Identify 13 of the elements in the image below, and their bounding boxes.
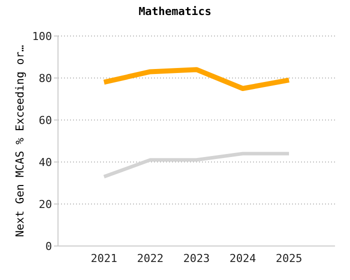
chart-title: Mathematics <box>138 5 212 18</box>
y-tick-label: 60 <box>38 114 52 127</box>
y-tick-label: 40 <box>38 156 52 169</box>
y-axis-title: Next Gen MCAS % Exceeding or… <box>14 44 26 238</box>
y-tick-label: 100 <box>32 30 52 43</box>
y-tick-label: 20 <box>38 198 52 211</box>
x-tick-label: 2022 <box>137 252 164 265</box>
x-tick-label: 2021 <box>90 252 118 265</box>
x-tick-label: 2024 <box>230 252 256 265</box>
y-tick-label: 80 <box>38 72 52 85</box>
x-tick-label: 2023 <box>183 252 210 265</box>
x-tick-label: 2025 <box>276 252 302 265</box>
y-tick-label: 0 <box>45 240 52 253</box>
